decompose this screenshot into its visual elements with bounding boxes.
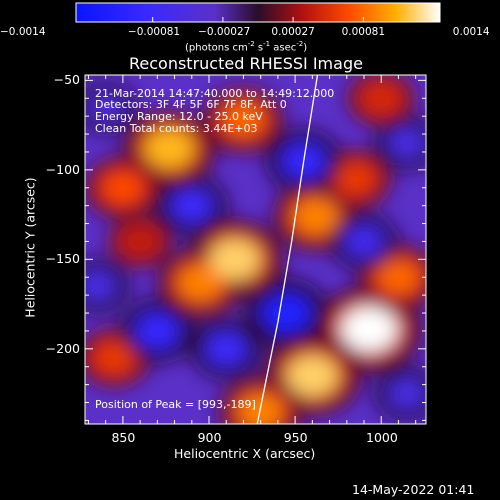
emission-blob <box>341 306 398 352</box>
colorbar-tick-label: −0.00081 <box>127 26 181 38</box>
colorbar-unit-label: (photons cm-2 s-1 asec-2) <box>185 40 308 54</box>
clean-total-counts: Clean Total counts: 3.44E+03 <box>95 122 258 135</box>
negative-blob <box>387 127 426 159</box>
emission-blob <box>123 227 158 256</box>
chart-title: Reconstructed RHESSI Image <box>129 54 363 73</box>
negative-blob <box>87 92 124 122</box>
colorbar-tick-label: −0.00027 <box>198 26 251 38</box>
emission-blob <box>144 128 195 169</box>
negative-blob <box>261 293 312 333</box>
heatmap-image <box>85 75 426 424</box>
plot-frame <box>84 74 427 425</box>
x-tick-label: 850 <box>111 430 136 445</box>
y-tick-label: −200 <box>45 340 80 356</box>
emission-blob <box>377 260 420 295</box>
y-tick-label: −50 <box>53 72 80 88</box>
emission-blob <box>95 342 134 374</box>
emission-blob <box>286 355 339 397</box>
colorbar-tick-label: 0.00081 <box>341 26 386 38</box>
colorbar-ticks <box>75 17 441 22</box>
colorbar-tick-label: −0.0014 <box>0 26 46 38</box>
y-tick-label: −150 <box>45 251 80 267</box>
x-axis-label: Heliocentric X (arcsec) <box>174 446 316 461</box>
colorbar-tick-label: 0.0014 <box>452 26 490 38</box>
detectors-info: Detectors: 3F 4F 5F 6F 7F 8F, Att 0 <box>95 98 287 111</box>
emission-blob <box>363 83 400 113</box>
x-tick-label: 1000 <box>366 430 398 445</box>
emission-blob <box>222 102 265 137</box>
x-tick-label: 900 <box>197 430 222 445</box>
axis-tick-marks <box>85 75 426 424</box>
colorbar <box>75 2 441 23</box>
footer-timestamp: 14-May-2022 01:41 <box>352 482 475 497</box>
negative-blob <box>387 378 426 409</box>
x-tick-label: 950 <box>283 430 308 445</box>
emission-blob <box>177 264 223 301</box>
negative-blob <box>204 331 248 366</box>
negative-blob <box>170 188 214 223</box>
negative-blob <box>134 312 180 349</box>
observation-time: 21-Mar-2014 14:47:40.000 to 14:49:12.000 <box>95 87 335 100</box>
peak-position: Position of Peak = [993,-189] <box>95 398 256 411</box>
emission-blob <box>102 171 144 204</box>
emission-blob <box>209 238 261 280</box>
y-axis-label: Heliocentric Y (arcsec) <box>22 177 38 318</box>
negative-blob <box>343 225 385 258</box>
colorbar-tick-label: 0.00027 <box>271 26 315 38</box>
negative-blob <box>85 270 117 302</box>
y-tick-label: −100 <box>45 161 80 177</box>
solar-limb-line <box>256 75 319 424</box>
energy-range: Energy Range: 12.0 - 25.0 keV <box>95 110 263 123</box>
emission-blob <box>293 198 339 235</box>
emission-blob <box>336 163 375 195</box>
